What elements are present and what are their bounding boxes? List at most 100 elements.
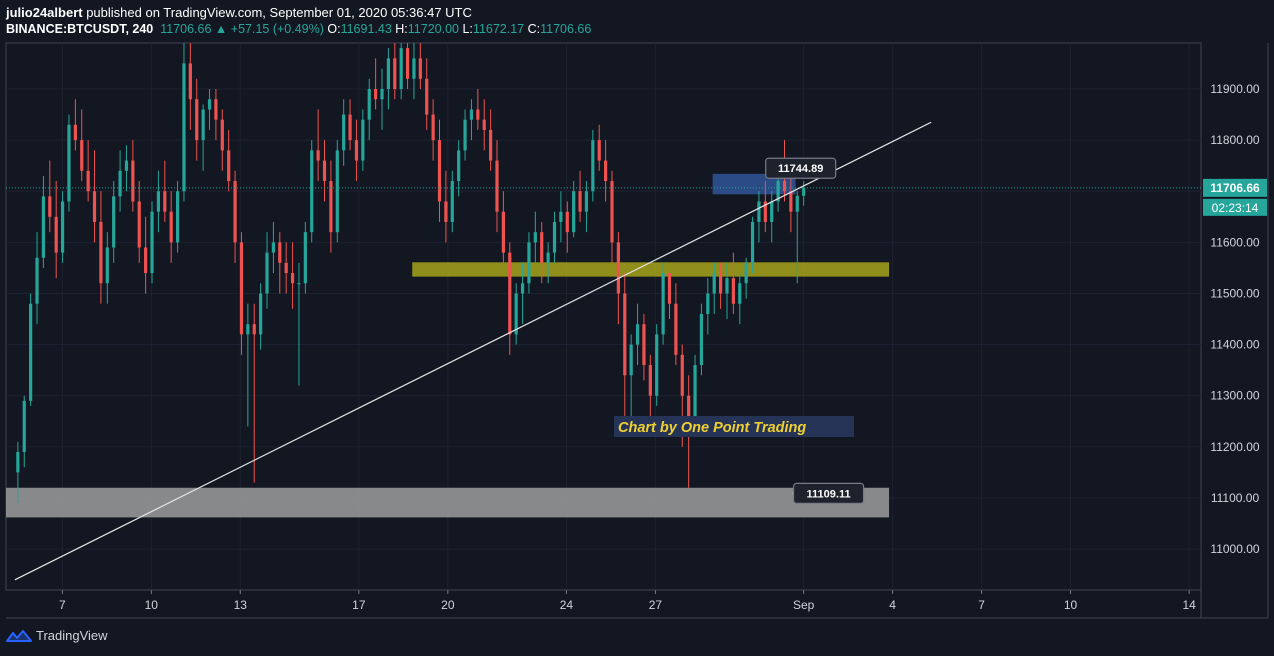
- candle-body: [597, 140, 601, 161]
- candle-body: [782, 181, 787, 192]
- candle-body: [380, 89, 384, 100]
- y-tick-label: 11900.00: [1210, 82, 1259, 96]
- candle-body: [80, 140, 84, 171]
- x-tick-label: 14: [1182, 598, 1196, 612]
- candle-body: [495, 160, 499, 212]
- candle-body: [501, 211, 505, 253]
- up-arrow-icon: ▲: [214, 22, 228, 36]
- price-change: +57.15 (+0.49%): [230, 22, 324, 36]
- candle-body: [616, 242, 620, 294]
- candle-body: [667, 273, 672, 304]
- candle-body: [335, 150, 339, 233]
- candle-body: [674, 303, 678, 355]
- candle-body: [604, 160, 608, 182]
- candle-body: [393, 58, 397, 90]
- low-label: L:: [462, 22, 473, 36]
- x-tick-label: 10: [145, 598, 159, 612]
- x-tick-label: 17: [352, 598, 366, 612]
- x-tick-label: 27: [649, 598, 663, 612]
- high-value: 11720.00: [407, 22, 459, 36]
- countdown-box: [1203, 198, 1267, 216]
- candle-body: [348, 114, 352, 141]
- candle-body: [431, 114, 435, 141]
- candle-body: [789, 191, 793, 212]
- candle-body: [706, 293, 710, 314]
- candle-body: [552, 221, 557, 253]
- candle-body: [163, 191, 167, 212]
- candle-body: [290, 273, 295, 284]
- last-price: 11706.66: [160, 22, 212, 36]
- candle-body: [73, 124, 77, 141]
- y-tick-label: 11500.00: [1210, 286, 1259, 300]
- candle-body: [188, 63, 192, 100]
- close-value: 11706.66: [540, 22, 592, 36]
- price-label-text: 11744.89: [778, 163, 823, 175]
- author-name[interactable]: julio24albert: [6, 5, 83, 20]
- candle-body: [29, 303, 33, 401]
- x-tick-label: 13: [234, 598, 248, 612]
- candle-body: [399, 48, 403, 90]
- candle-body: [795, 195, 799, 212]
- candle-body: [757, 201, 761, 222]
- candle-body: [278, 242, 282, 263]
- y-tick-label: 11600.00: [1210, 235, 1259, 249]
- candle-body: [738, 283, 742, 304]
- candle-body: [361, 119, 365, 161]
- high-label: H:: [395, 22, 408, 36]
- countdown-label: 02:23:14: [1212, 201, 1259, 215]
- x-tick-label: 20: [441, 598, 455, 612]
- candle-body: [271, 242, 276, 253]
- candle-body: [763, 201, 767, 222]
- candle-body: [578, 191, 582, 212]
- candle-body: [259, 293, 263, 335]
- candle-body: [437, 140, 442, 202]
- watermark-text: Chart by One Point Trading: [618, 420, 806, 436]
- candle-body: [342, 114, 346, 151]
- candle-body: [316, 150, 320, 161]
- candle-body: [265, 252, 269, 294]
- candle-body: [105, 247, 109, 284]
- watermark: Chart by One Point Trading: [614, 416, 854, 437]
- price-label-box: [765, 157, 837, 179]
- watermark-box: [614, 416, 854, 437]
- candle-body: [303, 232, 307, 284]
- candle-body: [54, 216, 58, 253]
- candle-body: [144, 247, 148, 274]
- candle-body: [169, 211, 173, 243]
- candle-body: [182, 63, 186, 192]
- candle-body: [425, 78, 429, 115]
- candle-body: [444, 201, 448, 222]
- candle-body: [99, 221, 103, 284]
- candle-body: [16, 451, 20, 473]
- footer-brand[interactable]: TradingView: [6, 628, 108, 643]
- symbol-label: BINANCE:BTCUSDT, 240: [6, 22, 154, 36]
- candle-body: [533, 232, 537, 243]
- candle-body: [712, 273, 716, 294]
- candle-body: [92, 191, 97, 222]
- candle-body: [635, 324, 640, 345]
- candles: [16, 43, 806, 504]
- candle-body: [405, 48, 410, 79]
- candle-body: [572, 191, 576, 233]
- open-value: 11691.43: [340, 22, 392, 36]
- candle-body: [67, 124, 71, 202]
- candle-body: [86, 170, 90, 192]
- price-label-text: 11109.11: [807, 488, 851, 500]
- candle-body: [118, 170, 122, 197]
- candle-body: [233, 181, 237, 243]
- price-label-box: [792, 482, 865, 504]
- current-price-tag: 11706.66 02:23:14: [1203, 178, 1267, 216]
- candle-body: [284, 262, 288, 274]
- candle-body: [661, 273, 665, 335]
- candle-body: [725, 278, 729, 294]
- candle-body: [610, 181, 614, 243]
- low-value: 11672.17: [472, 22, 525, 36]
- candle-body: [367, 89, 371, 120]
- candle-body: [565, 211, 569, 233]
- current-price-label: 11706.66: [1210, 181, 1260, 195]
- candle-body: [776, 181, 780, 202]
- candle-body: [623, 293, 627, 376]
- tradingview-brand-text: TradingView: [36, 628, 108, 643]
- candle-body: [374, 89, 378, 100]
